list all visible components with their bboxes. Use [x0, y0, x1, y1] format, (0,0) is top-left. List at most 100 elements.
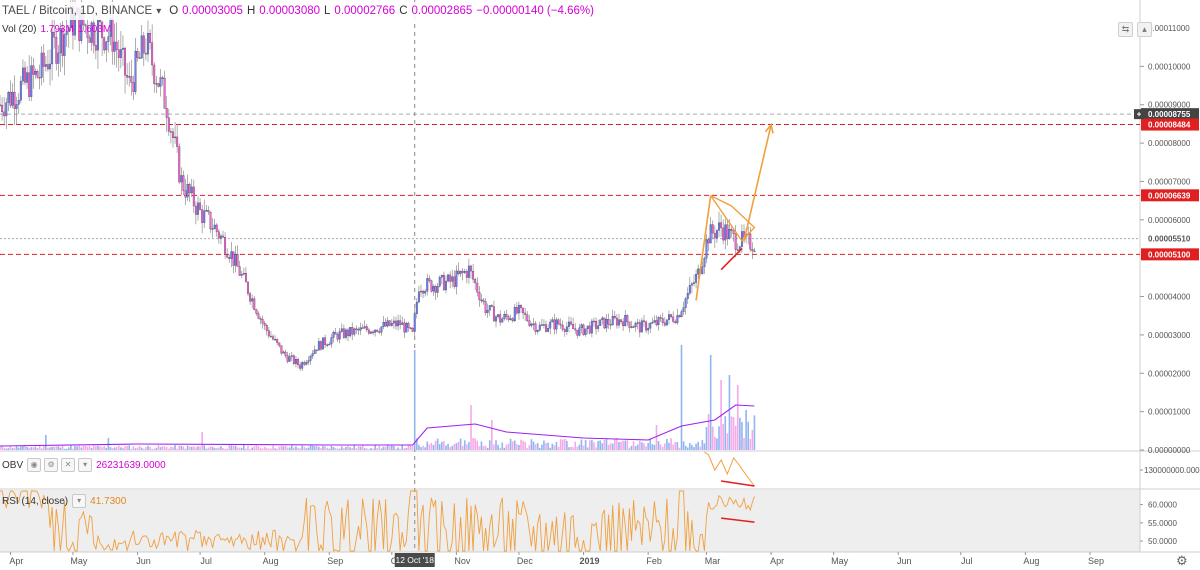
obv-label[interactable]: OBV — [2, 459, 24, 471]
candle — [528, 315, 531, 327]
volume-bar — [391, 445, 393, 450]
candle — [536, 329, 539, 335]
volume-bar — [601, 443, 604, 450]
candle-body — [338, 331, 341, 340]
price-label-box — [1141, 108, 1199, 121]
candle-body — [513, 307, 516, 322]
candle — [124, 46, 126, 94]
pane-collapse-icon[interactable]: ▴ — [1137, 22, 1152, 37]
volume-bar — [695, 443, 697, 450]
candle — [134, 37, 137, 95]
candle — [251, 294, 254, 309]
candle-body — [582, 324, 585, 335]
volume-bar — [743, 437, 745, 450]
candle — [190, 178, 193, 198]
candle-body — [320, 341, 322, 350]
candle-body — [395, 320, 397, 327]
breakout-line — [695, 195, 712, 301]
rsi-label[interactable]: RSI (14, close) — [2, 495, 69, 507]
volume-bar — [147, 445, 149, 450]
candle — [655, 315, 658, 327]
volume-bar — [366, 448, 368, 450]
volume-bar — [30, 447, 33, 450]
candle — [157, 82, 160, 88]
candle-body — [670, 314, 673, 318]
candle-body — [178, 146, 181, 183]
volume-bar — [680, 345, 683, 450]
obv-remove-icon[interactable]: ✕ — [61, 458, 76, 472]
candle — [15, 96, 18, 125]
candle-body — [117, 49, 120, 58]
candle-body — [305, 362, 308, 365]
candle-body — [9, 92, 12, 106]
candle — [161, 75, 164, 86]
price-tick-label: 0.00009000 — [1148, 101, 1191, 110]
add-alert-plus-icon — [1137, 112, 1141, 117]
settings-gear-icon[interactable]: ⚙ — [1176, 553, 1188, 568]
candle-body — [134, 50, 137, 92]
candle-body — [403, 322, 406, 333]
obv-settings-icon[interactable]: ⚙ — [44, 458, 59, 472]
volume-bar — [92, 445, 95, 450]
candle-body — [232, 251, 235, 266]
candle-body — [676, 315, 679, 324]
volume-bar — [240, 447, 243, 450]
symbol-title[interactable]: TAEL / Bitcoin, 1D, BINANCE — [2, 5, 153, 17]
candle — [53, 18, 56, 49]
time-tick-label: May — [70, 556, 88, 566]
volume-bar — [138, 445, 141, 450]
candle — [572, 318, 575, 329]
candle-body — [520, 304, 522, 309]
candle — [470, 264, 472, 279]
candle — [305, 359, 308, 366]
volume-bar — [368, 448, 370, 450]
candle — [172, 128, 174, 148]
candle — [392, 316, 395, 329]
candle — [328, 341, 331, 346]
rsi-more-icon[interactable]: ▾ — [72, 494, 87, 508]
candle — [101, 20, 104, 56]
candle — [547, 324, 550, 333]
volume-bar — [691, 444, 693, 450]
time-tick-label: Sep — [1088, 556, 1104, 566]
candle-body — [328, 343, 331, 346]
candle-body — [380, 326, 383, 333]
candle — [242, 267, 245, 276]
symbol-menu-caret-icon[interactable]: ▾ — [156, 5, 162, 17]
volume-series — [0, 345, 756, 450]
volume-bar — [61, 445, 64, 450]
volume-label[interactable]: Vol (20) — [2, 23, 37, 35]
candle-body — [165, 108, 168, 118]
candle — [151, 24, 154, 76]
volume-bar — [86, 446, 89, 450]
candle-body — [322, 337, 324, 350]
candle-body — [265, 324, 268, 331]
volume-bar — [586, 447, 589, 450]
volume-bar — [438, 444, 441, 450]
candle — [622, 317, 625, 331]
candle — [265, 323, 268, 336]
candle-body — [497, 314, 500, 317]
candle-body — [63, 34, 66, 56]
volume-bar — [153, 448, 156, 450]
obv-more-icon[interactable]: ▾ — [78, 458, 93, 472]
volume-bar — [278, 446, 281, 450]
candle — [374, 329, 377, 337]
volume-bar — [491, 420, 493, 450]
candle — [105, 40, 108, 63]
candle — [665, 319, 668, 327]
candle-body — [84, 24, 87, 27]
volume-legend: Vol (20) 1.793M 1.603M — [2, 22, 111, 36]
candle — [474, 277, 477, 290]
candle — [230, 241, 233, 268]
obv-hide-icon[interactable]: ◉ — [27, 458, 42, 472]
volume-bar — [338, 448, 341, 450]
candle-body — [288, 356, 291, 362]
candle-body — [693, 282, 695, 284]
candle-body — [488, 305, 491, 311]
candle — [524, 308, 527, 321]
volume-bar — [380, 448, 383, 450]
pane-swap-icon[interactable]: ⇆ — [1118, 22, 1133, 37]
candle — [257, 311, 260, 320]
